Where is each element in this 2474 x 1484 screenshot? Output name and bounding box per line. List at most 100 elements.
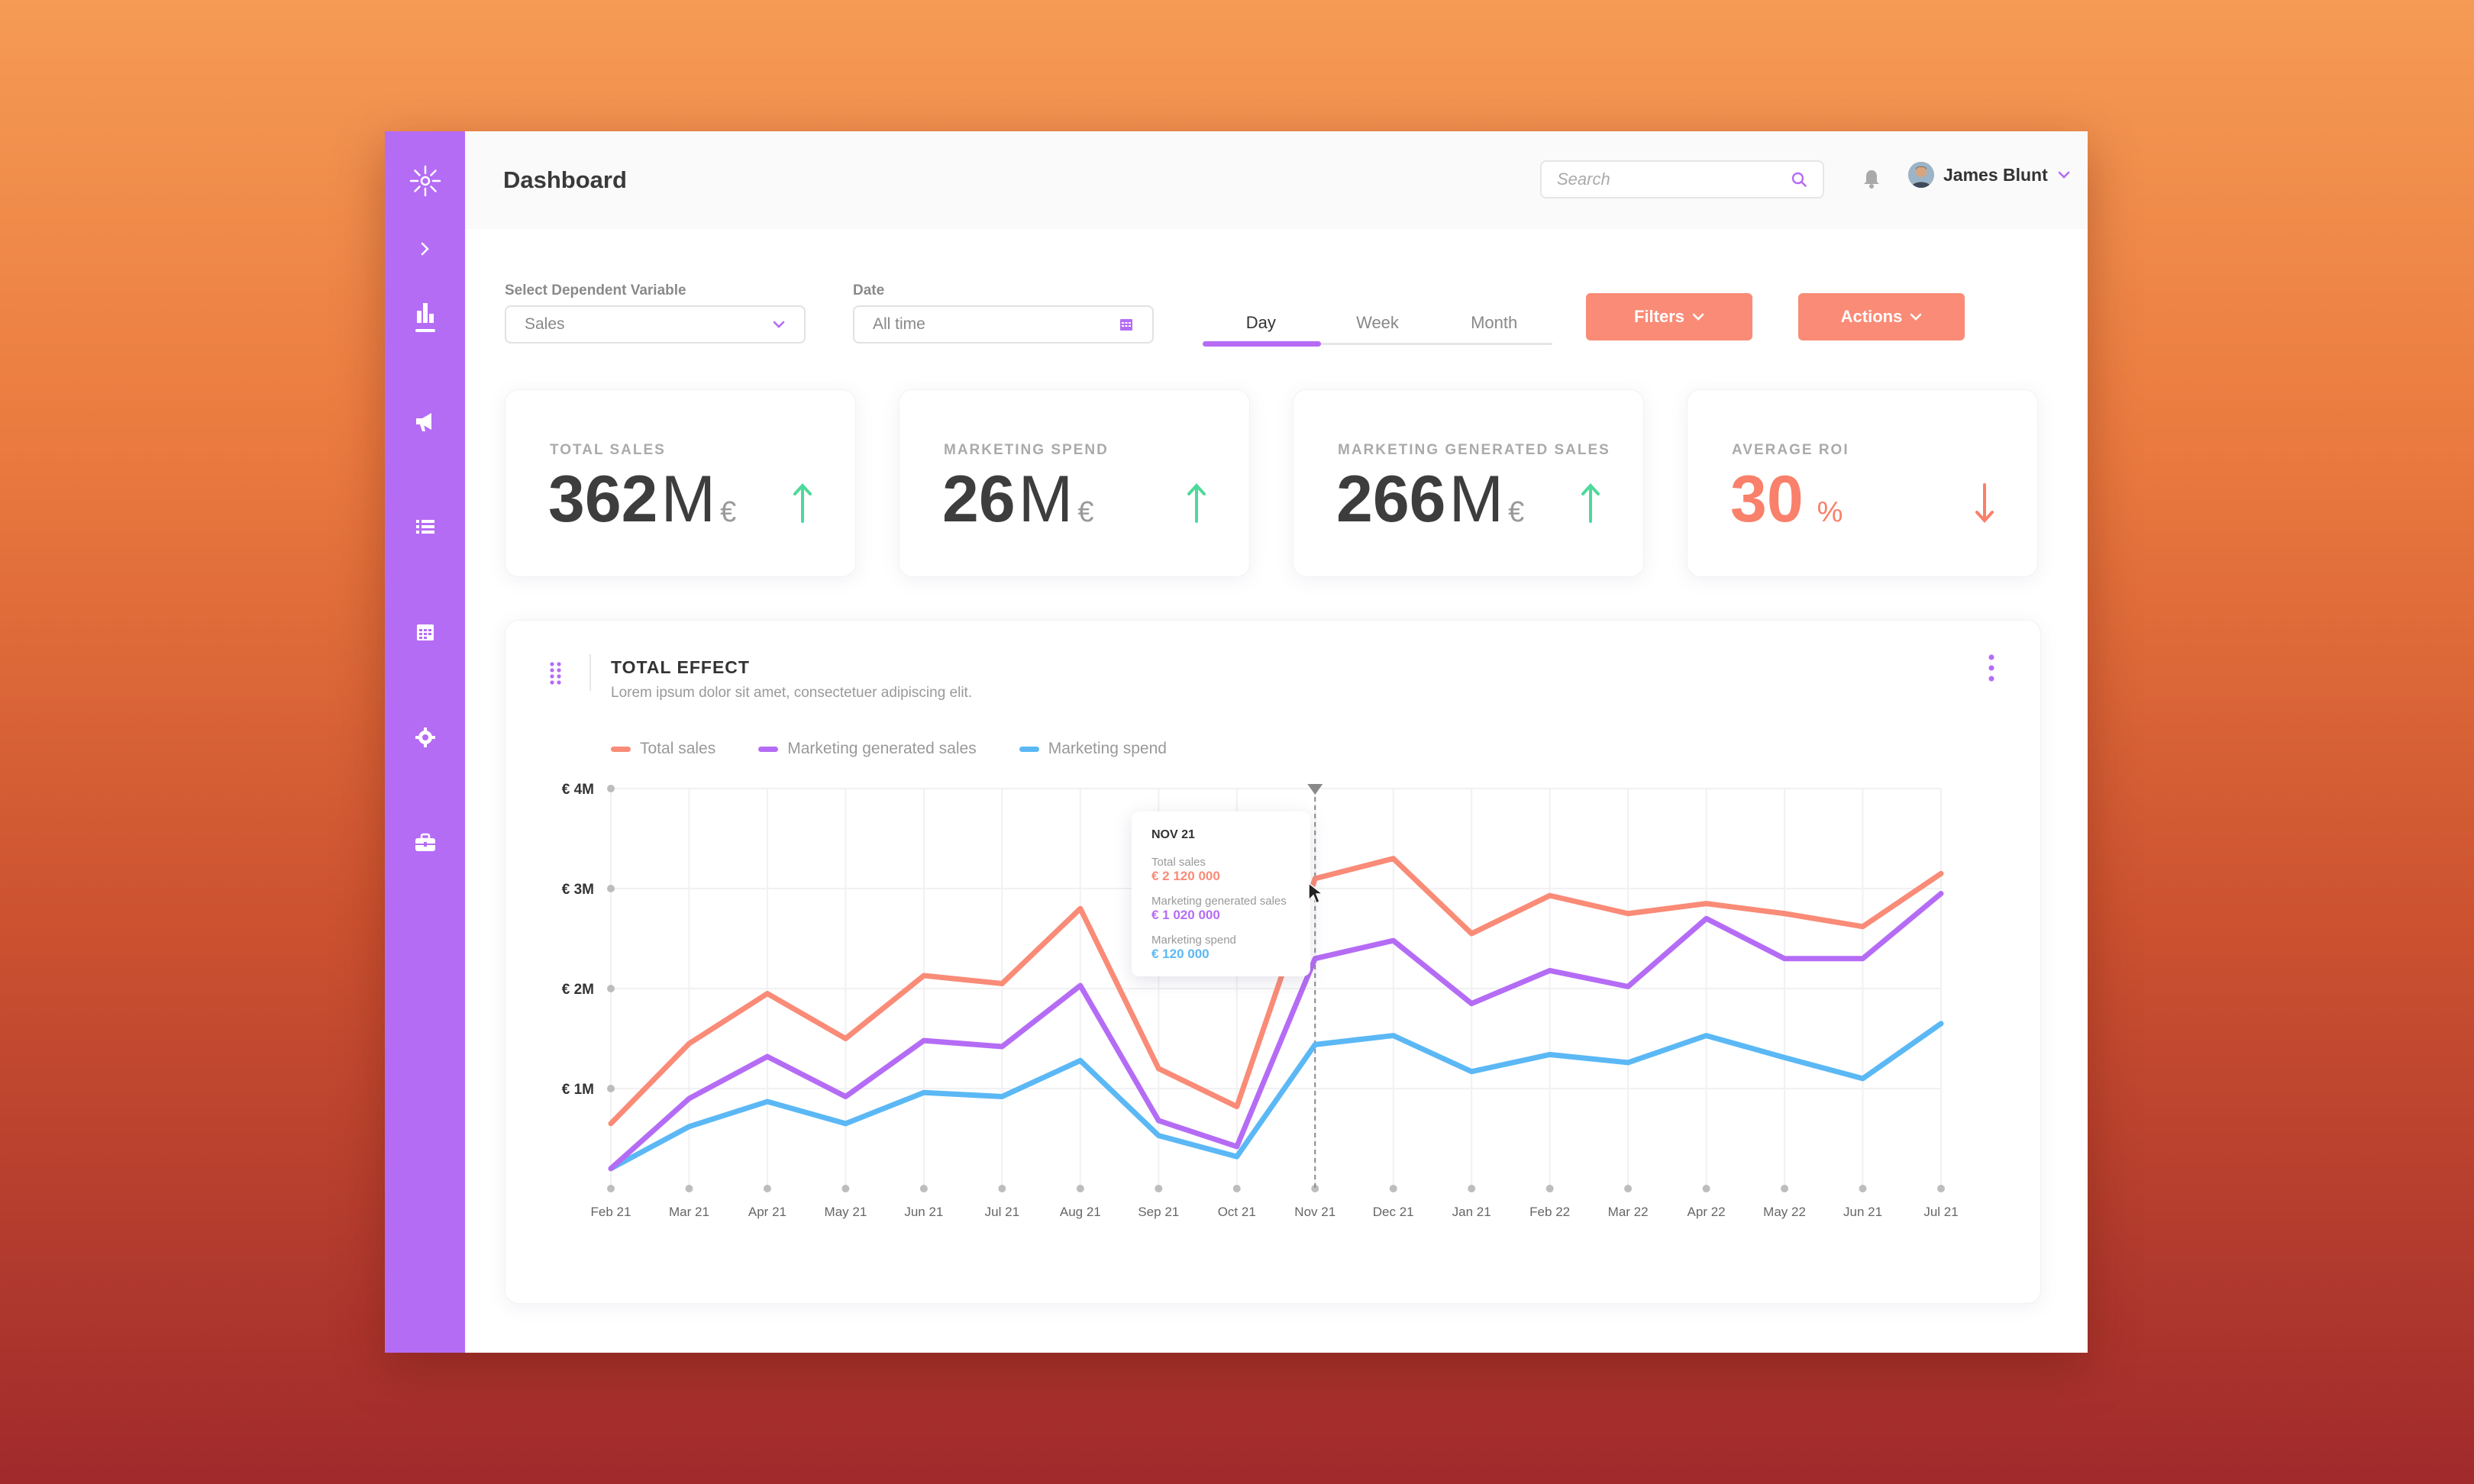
chart-title: TOTAL EFFECT	[611, 657, 750, 677]
mouse-cursor-icon	[1308, 882, 1325, 905]
x-tick-dot	[1781, 1185, 1789, 1192]
hover-marker	[1307, 784, 1323, 795]
settings-icon	[415, 727, 435, 747]
y-tick-label: € 3M	[562, 882, 594, 898]
x-tick-dot	[1155, 1185, 1163, 1192]
sidebar-item-calendar[interactable]	[402, 609, 448, 655]
x-tick-dot	[998, 1185, 1006, 1192]
search-box[interactable]	[1540, 160, 1824, 198]
x-tick-label: May 22	[1763, 1205, 1806, 1219]
logo-icon[interactable]	[406, 162, 444, 200]
x-tick-label: Oct 21	[1218, 1205, 1256, 1219]
avatar	[1908, 162, 1934, 188]
tooltip-value: € 1 020 000	[1151, 908, 1220, 922]
tooltip-value: € 120 000	[1151, 947, 1210, 961]
tab-week[interactable]: Week	[1356, 313, 1399, 332]
tooltip-label: Marketing spend	[1151, 934, 1236, 947]
chart-legend: Total sales Marketing generated sales Ma…	[611, 740, 1167, 758]
series-line-0	[608, 856, 1944, 1127]
kpi-value: 266 M €	[1336, 463, 1525, 536]
arrow-down-icon	[1975, 483, 1994, 523]
y-tick-dot	[607, 1085, 615, 1092]
tooltip-date: NOV 21	[1151, 828, 1195, 841]
more-options-icon[interactable]	[1984, 651, 1999, 685]
legend-item[interactable]: Total sales	[611, 740, 715, 758]
series-line-2	[608, 1021, 1944, 1172]
kpi-card-average-roi: AVERAGE ROI 30%	[1687, 389, 2038, 577]
x-tick-dot	[1076, 1185, 1084, 1192]
line-chart: € 1M € 2M € 3M € 4M Feb 21 Mar 21 Apr 21 May 21…	[562, 782, 1959, 1219]
briefcase-icon	[415, 833, 435, 851]
legend-item[interactable]: Marketing spend	[1019, 740, 1167, 758]
sidebar-item-analytics[interactable]	[402, 295, 448, 340]
x-tick-label: Apr 22	[1688, 1205, 1726, 1219]
top-bar: Dashboard	[465, 131, 2088, 229]
x-tick-label: Dec 21	[1373, 1205, 1414, 1219]
sidebar-item-campaigns[interactable]	[402, 398, 448, 444]
arrow-up-icon	[1187, 483, 1206, 523]
expand-sidebar-icon[interactable]	[410, 234, 441, 264]
series-line-1	[608, 891, 1944, 1172]
kpi-card-total-sales: TOTAL SALES 362 M €	[505, 389, 856, 577]
x-tick-dot	[1702, 1185, 1710, 1192]
y-tick-label: € 2M	[562, 982, 594, 998]
user-name: James Blunt	[1943, 164, 2048, 185]
kpi-value: 30%	[1730, 463, 1843, 536]
app-window: Dashboard	[385, 131, 2088, 1353]
x-tick-dot	[1389, 1185, 1397, 1192]
sidebar-item-portfolio[interactable]	[402, 820, 448, 866]
x-tick-label: Jul 21	[985, 1205, 1019, 1219]
y-tick-dot	[607, 785, 615, 792]
user-menu[interactable]: James Blunt	[1908, 162, 2071, 188]
x-tick-label: Sep 21	[1138, 1205, 1179, 1219]
x-tick-dot	[1859, 1185, 1867, 1192]
chart-subtitle: Lorem ipsum dolor sit amet, consectetuer…	[611, 685, 973, 701]
date-label: Date	[853, 282, 885, 298]
x-tick-label: May 21	[825, 1205, 867, 1219]
kpi-value: 362 M €	[548, 463, 737, 536]
y-tick-dot	[607, 985, 615, 992]
date-select[interactable]: All time	[853, 305, 1154, 344]
kpi-card-marketing-spend: MARKETING SPEND 26 M €	[899, 389, 1250, 577]
x-tick-dot	[919, 1185, 928, 1192]
chevron-down-icon	[2058, 171, 2070, 179]
y-tick-label: € 4M	[562, 782, 594, 798]
arrow-up-icon	[793, 483, 812, 523]
content-area: Select Dependent Variable Sales Date All…	[465, 229, 2088, 1353]
x-tick-label: Jun 21	[1843, 1205, 1882, 1219]
y-tick-dot	[607, 885, 615, 892]
actions-button[interactable]: Actions	[1798, 293, 1965, 340]
kpi-label: TOTAL SALES	[550, 442, 666, 458]
filters-button[interactable]: Filters	[1586, 293, 1752, 340]
megaphone-icon	[415, 413, 431, 431]
x-tick-label: Jun 21	[904, 1205, 943, 1219]
tooltip-label: Marketing generated sales	[1151, 895, 1287, 908]
bell-icon[interactable]	[1859, 166, 1884, 191]
bar-chart-icon	[415, 303, 435, 332]
x-tick-dot	[1232, 1185, 1241, 1192]
chevron-down-icon	[1692, 313, 1704, 321]
arrow-up-icon	[1581, 483, 1600, 523]
tab-month[interactable]: Month	[1471, 313, 1518, 332]
x-tick-dot	[1545, 1185, 1554, 1192]
filters-button-label: Filters	[1633, 307, 1685, 326]
legend-item[interactable]: Marketing generated sales	[758, 740, 977, 758]
drag-handle-icon[interactable]	[548, 660, 564, 685]
sidebar-item-list[interactable]	[402, 504, 448, 550]
x-tick-label: Feb 21	[591, 1205, 631, 1219]
tab-day[interactable]: Day	[1203, 305, 1321, 347]
search-icon[interactable]	[1791, 171, 1807, 188]
x-tick-label: Aug 21	[1060, 1205, 1101, 1219]
search-input[interactable]	[1557, 169, 1791, 189]
sidebar-item-settings[interactable]	[402, 715, 448, 760]
x-tick-dot	[763, 1185, 771, 1192]
date-value: All time	[873, 315, 925, 333]
x-tick-label: Jul 21	[1923, 1205, 1958, 1219]
dependent-variable-select[interactable]: Sales	[505, 305, 806, 344]
dependent-variable-value: Sales	[525, 315, 565, 333]
x-tick-dot	[1624, 1185, 1633, 1192]
actions-button-label: Actions	[1840, 307, 1903, 326]
kpi-label: MARKETING GENERATED SALES	[1338, 442, 1610, 458]
x-tick-dot	[1468, 1185, 1476, 1192]
kpi-card-marketing-generated-sales: MARKETING GENERATED SALES 266 M €	[1293, 389, 1644, 577]
